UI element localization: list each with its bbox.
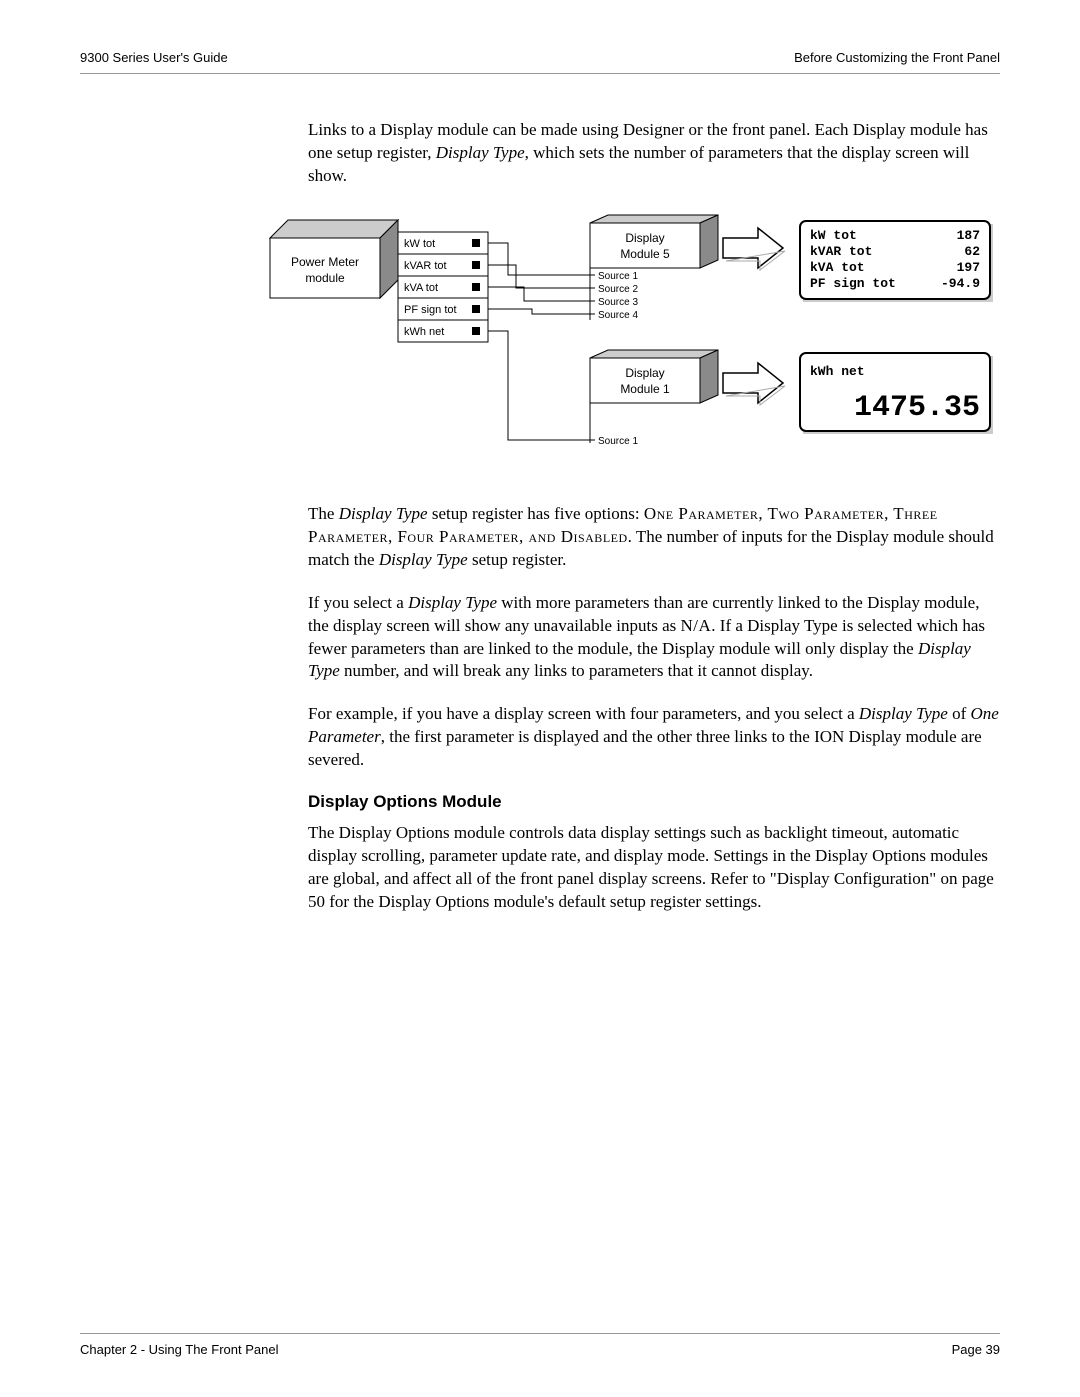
svg-text:kVA tot: kVA tot [810, 260, 865, 275]
svg-text:197: 197 [957, 260, 980, 275]
svg-text:kWh net: kWh net [810, 364, 865, 379]
header-left: 9300 Series User's Guide [80, 50, 228, 65]
svg-text:Display: Display [625, 366, 664, 380]
svg-text:module: module [305, 271, 345, 285]
svg-text:PF sign tot: PF sign tot [810, 276, 896, 291]
paragraph-1: Links to a Display module can be made us… [308, 119, 1000, 188]
svg-text:Module 5: Module 5 [620, 247, 670, 261]
svg-text:62: 62 [964, 244, 980, 259]
diagram-svg: Power MetermodulekW totkVAR totkVA totPF… [260, 213, 1000, 473]
paragraph-5: The Display Options module controls data… [308, 822, 1000, 914]
svg-text:Display: Display [625, 231, 664, 245]
footer-right: Page 39 [952, 1342, 1000, 1357]
svg-text:kVA tot: kVA tot [404, 282, 438, 294]
svg-text:kVAR tot: kVAR tot [810, 244, 872, 259]
page: 9300 Series User's Guide Before Customiz… [80, 50, 1000, 1350]
paragraph-3: If you select a Display Type with more p… [308, 592, 1000, 684]
svg-text:kVAR tot: kVAR tot [404, 260, 447, 272]
footer-left: Chapter 2 - Using The Front Panel [80, 1342, 278, 1357]
heading-display-options: Display Options Module [308, 792, 1000, 812]
svg-text:Source 1: Source 1 [598, 436, 638, 447]
paragraph-2: The Display Type setup register has five… [308, 503, 1000, 572]
svg-text:kWh net: kWh net [404, 326, 444, 338]
page-header: 9300 Series User's Guide Before Customiz… [80, 50, 1000, 74]
svg-text:kW tot: kW tot [810, 228, 857, 243]
svg-text:-94.9: -94.9 [941, 276, 980, 291]
diagram: Power MetermodulekW totkVAR totkVA totPF… [260, 213, 1000, 473]
svg-text:187: 187 [957, 228, 980, 243]
svg-text:Source 3: Source 3 [598, 297, 638, 308]
svg-text:Module 1: Module 1 [620, 382, 670, 396]
content-column: Links to a Display module can be made us… [308, 119, 1000, 188]
svg-text:Source 1: Source 1 [598, 271, 638, 282]
svg-text:Power Meter: Power Meter [291, 255, 359, 269]
svg-text:kW tot: kW tot [404, 238, 435, 250]
svg-text:Source 2: Source 2 [598, 284, 638, 295]
svg-text:1475.35: 1475.35 [854, 391, 980, 425]
svg-text:Source 4: Source 4 [598, 310, 638, 321]
page-footer: Chapter 2 - Using The Front Panel Page 3… [80, 1333, 1000, 1357]
svg-text:PF sign tot: PF sign tot [404, 304, 457, 316]
paragraph-4: For example, if you have a display scree… [308, 703, 1000, 772]
header-right: Before Customizing the Front Panel [794, 50, 1000, 65]
content-column-2: The Display Type setup register has five… [308, 503, 1000, 914]
